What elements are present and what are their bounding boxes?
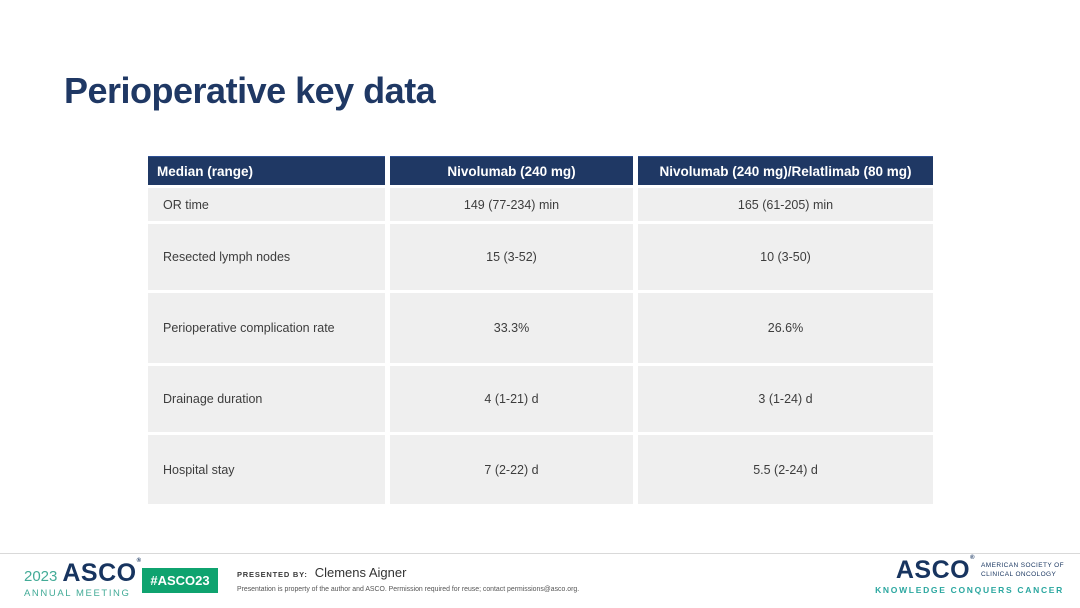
asco-org-name: AMERICAN SOCIETY OF CLINICAL ONCOLOGY	[981, 561, 1064, 578]
cell-nivolumab: 7 (2-22) d	[390, 435, 633, 504]
table-header-nivolumab: Nivolumab (240 mg)	[390, 156, 633, 185]
asco-wordmark: ASCO®	[895, 554, 976, 584]
cell-nivolumab-relatlimab: 165 (61-205) min	[638, 188, 933, 221]
cell-nivolumab: 4 (1-21) d	[390, 366, 633, 432]
table-header-median-range: Median (range)	[148, 156, 385, 185]
cell-nivolumab: 33.3%	[390, 293, 633, 363]
presented-by-block: PRESENTED BY: Clemens Aigner Presentatio…	[237, 565, 579, 593]
row-label: Perioperative complication rate	[148, 293, 385, 363]
registered-mark: ®	[970, 554, 976, 561]
asco-logo: ASCO® AMERICAN SOCIETY OF CLINICAL ONCOL…	[875, 554, 1064, 595]
perioperative-data-table: Median (range) Nivolumab (240 mg) Nivolu…	[148, 156, 933, 504]
table-header-nivolumab-relatlimab: Nivolumab (240 mg)/Relatlimab (80 mg)	[638, 156, 933, 185]
presented-by-label: PRESENTED BY:	[237, 570, 308, 579]
asco-tagline: KNOWLEDGE CONQUERS CANCER	[875, 585, 1064, 595]
page-title: Perioperative key data	[64, 70, 436, 111]
meeting-name: ANNUAL MEETING	[24, 588, 131, 599]
hashtag-badge: #ASCO23	[142, 568, 218, 593]
row-label: OR time	[148, 188, 385, 221]
asco-annual-meeting-logo: 2023 ASCO® ANNUAL MEETING	[24, 557, 142, 599]
asco-wordmark: ASCO®	[62, 557, 142, 587]
copyright-disclaimer: Presentation is property of the author a…	[237, 586, 580, 593]
cell-nivolumab-relatlimab: 3 (1-24) d	[638, 366, 933, 432]
row-label: Drainage duration	[148, 366, 385, 432]
footer-divider	[0, 553, 1080, 554]
presenter-name: Clemens Aigner	[314, 565, 407, 580]
cell-nivolumab: 15 (3-52)	[390, 224, 633, 290]
cell-nivolumab-relatlimab: 5.5 (2-24) d	[638, 435, 933, 504]
cell-nivolumab: 149 (77-234) min	[390, 188, 633, 221]
registered-mark: ®	[136, 557, 142, 564]
cell-nivolumab-relatlimab: 10 (3-50)	[638, 224, 933, 290]
row-label: Hospital stay	[148, 435, 385, 504]
meeting-year: 2023	[24, 568, 58, 585]
row-label: Resected lymph nodes	[148, 224, 385, 290]
cell-nivolumab-relatlimab: 26.6%	[638, 293, 933, 363]
